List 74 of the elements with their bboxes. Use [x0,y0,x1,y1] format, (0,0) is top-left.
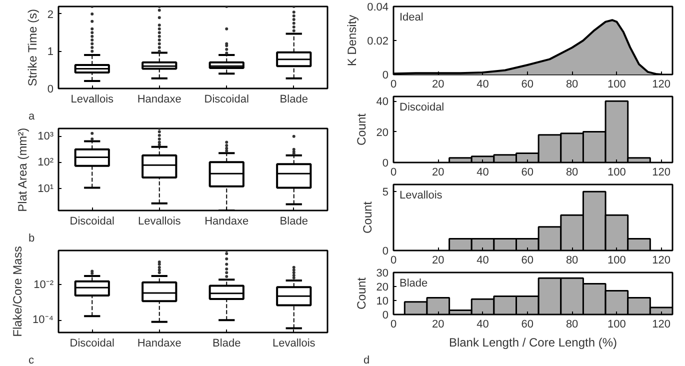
text: b [28,232,35,244]
y-tick-label: 10⁻⁴ [32,314,54,326]
x-tick-label: 120 [652,78,671,90]
x-tick-label: 100 [608,166,626,178]
x-tick-label: 120 [652,318,671,330]
y-axis-title: Count [360,200,374,234]
x-tick-label: Discoidal [70,216,114,228]
x-tick-label: 40 [476,78,489,90]
x-tick-label: 20 [432,254,444,266]
x-tick-label: 20 [432,318,444,330]
y-tick-label: 0 [382,158,389,170]
x-tick-label: 60 [521,254,534,266]
y-tick-label: 0 [382,310,389,322]
x-tick-label: 60 [521,78,534,90]
x-tick-label: 60 [521,318,534,330]
x-tick-label: 40 [476,254,489,266]
x-tick-label: Levallois [70,94,114,106]
annotation: Levallois [400,190,443,202]
x-tick-label: 120 [652,254,671,266]
x-tick-label: Discoidal [70,338,114,350]
x-tick-label: 40 [476,166,489,178]
x-tick-label: 80 [566,166,578,178]
x-tick-label: 0 [390,78,397,90]
x-tick-label: Blade [280,216,308,228]
y-axis-title: K Density [345,14,360,66]
x-tick-label: 80 [566,78,578,90]
y-tick-label: 1 [47,46,54,58]
y-tick-label: 0 [382,70,389,82]
annotation: Ideal [400,12,424,24]
x-tick-label: 20 [432,166,444,178]
y-tick-label: 30 [376,268,389,280]
x-tick-label: 40 [476,318,489,330]
x-tick-label: 80 [566,254,578,266]
y-tick-label: 10² [38,156,54,169]
y-tick-label: 2 [47,8,54,21]
x-tick-label: 80 [566,318,578,330]
x-tick-label: Levallois [138,216,182,228]
y-axis-title: Strike Time (s) [25,8,40,86]
x-tick-label: 0 [390,254,397,266]
x-tick-label: 20 [432,78,444,90]
y-tick-label: 5 [382,186,389,199]
x-tick-label: Levallois [272,338,316,350]
y-tick-label: 10³ [38,130,54,142]
y-tick-label: 0 [382,246,389,258]
x-tick-label: 0 [390,318,397,330]
text: c [28,354,34,366]
y-axis-title: Count [354,112,368,146]
y-tick-label: 0.04 [367,2,389,14]
y-axis-title: Plat Area (mm²) [16,128,30,212]
x-tick-label: Handaxe [137,338,182,350]
y-tick-label: 0.02 [367,36,389,48]
y-tick-label: 20 [376,126,389,139]
x-tick-label: Blade [280,94,308,106]
x-tick-label: Handaxe [204,216,249,228]
x-axis-title: Blank Length / Core Length (%) [448,336,618,350]
y-axis-title: Count [354,276,368,310]
x-tick-label: 0 [390,166,397,178]
x-tick-label: 100 [608,78,626,90]
y-axis-title: Flake/Core Mass [10,246,25,337]
annotation: Discoidal [400,102,444,114]
x-tick-label: Blade [212,338,241,350]
x-tick-label: Discoidal [204,94,249,106]
text: a [28,110,36,122]
x-tick-label: 60 [521,166,534,178]
y-tick-label: 10 [376,296,389,308]
x-tick-label: 120 [652,166,671,178]
y-tick-label: 10⁻² [34,278,54,291]
text: d [364,354,370,366]
x-tick-label: 100 [608,318,626,330]
y-tick-label: 10¹ [38,182,54,195]
y-tick-label: 20 [376,282,389,294]
annotation: Blade [400,278,428,290]
x-tick-label: Handaxe [137,94,182,106]
x-tick-label: 100 [608,254,626,266]
